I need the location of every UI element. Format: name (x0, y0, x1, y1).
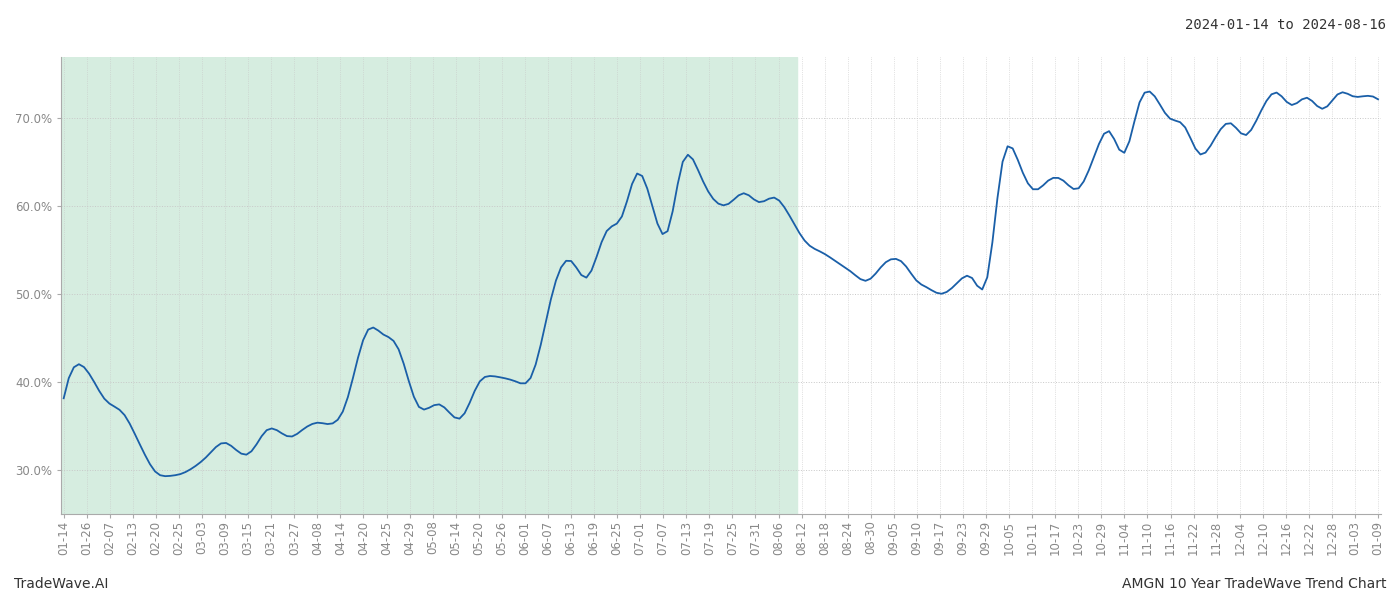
Text: AMGN 10 Year TradeWave Trend Chart: AMGN 10 Year TradeWave Trend Chart (1121, 577, 1386, 591)
Text: TradeWave.AI: TradeWave.AI (14, 577, 108, 591)
Bar (62, 57, 797, 514)
Text: 2024-01-14 to 2024-08-16: 2024-01-14 to 2024-08-16 (1184, 18, 1386, 32)
